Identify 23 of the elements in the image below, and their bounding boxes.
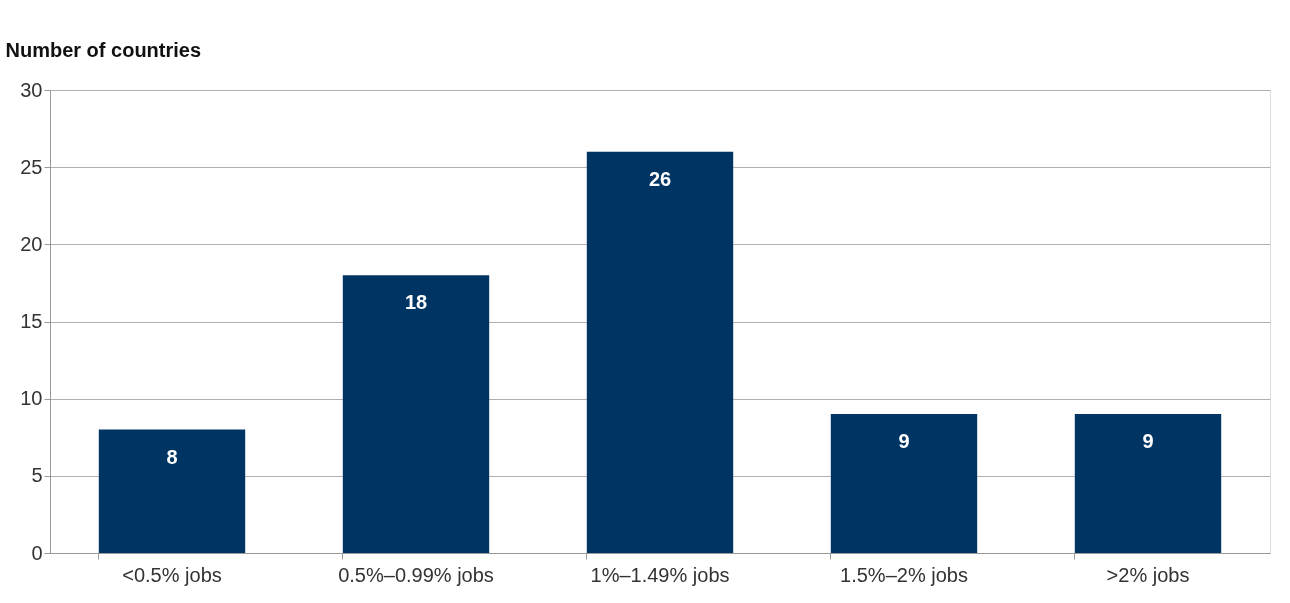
bar [830,414,978,553]
data-label: 18 [404,291,428,314]
y-tick-label: 5 [31,464,43,487]
x-tick-label: 0.5%–0.99% jobs [338,563,494,586]
data-label: 9 [1142,430,1154,453]
y-tick-label: 25 [20,155,43,178]
bar [586,151,734,553]
x-tick-label: >2% jobs [1106,563,1190,586]
y-tick-label: 30 [20,78,43,101]
y-tick-label: 10 [20,387,43,410]
data-label: 8 [166,445,178,468]
bar [98,429,246,553]
y-tick-label: 0 [31,541,43,564]
y-tick-label: 15 [20,310,43,332]
bar [342,275,490,553]
x-tick-label: <0.5% jobs [122,563,222,586]
data-label: 9 [898,430,910,453]
x-tick-label: 1%–1.49% jobs [590,563,730,586]
y-axis-title: Number of countries [5,38,202,61]
y-tick-label: 20 [20,232,43,255]
bar [1074,414,1222,553]
data-label: 26 [648,167,672,190]
x-tick-label: 1.5%–2% jobs [840,563,968,586]
